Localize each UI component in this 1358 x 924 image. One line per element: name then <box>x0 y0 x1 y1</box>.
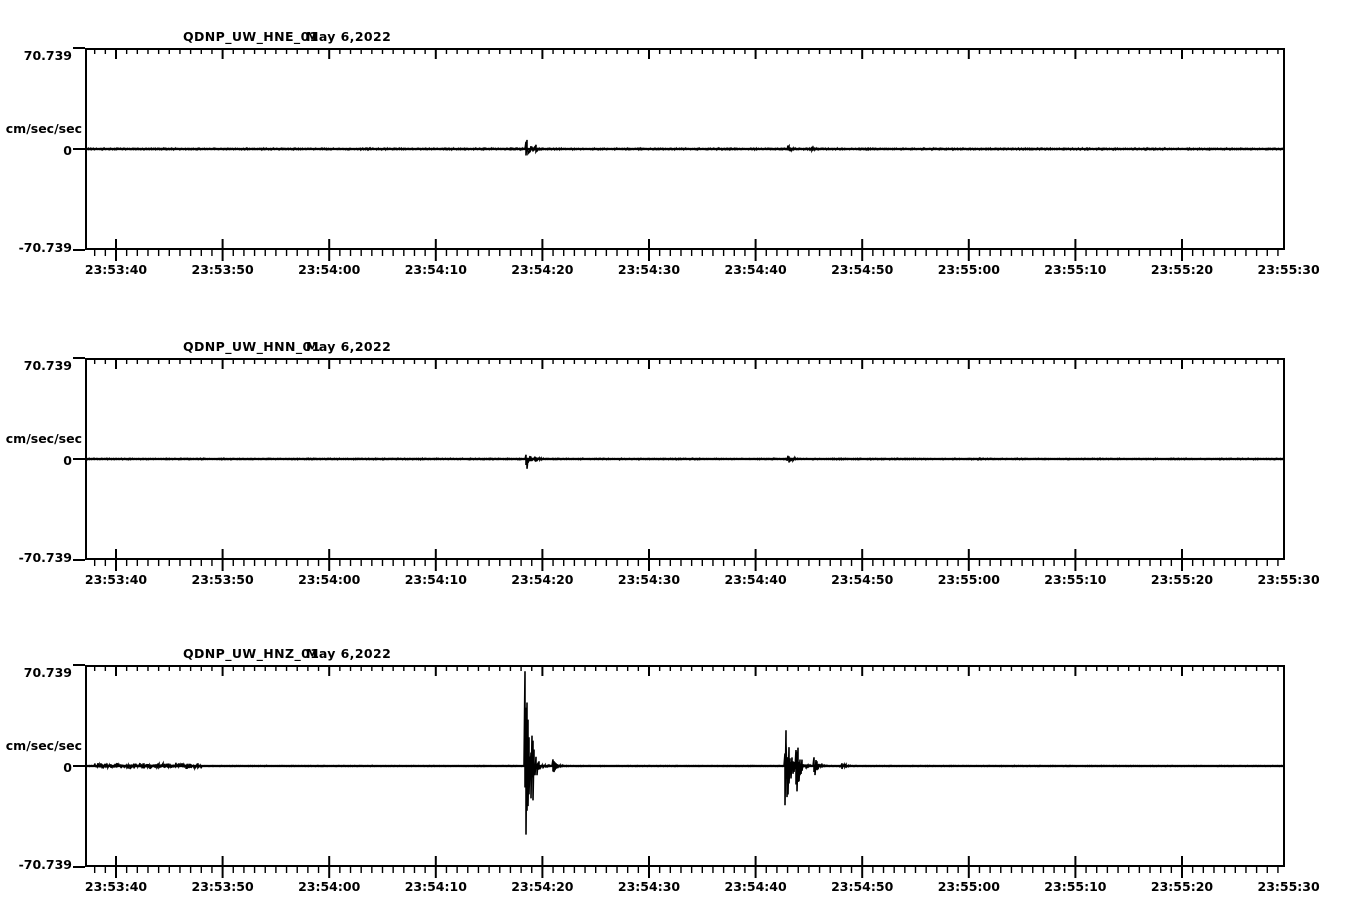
x-axis-tick-label: 23:55:20 <box>1150 262 1214 277</box>
x-axis-tick-label: 23:54:10 <box>404 572 467 587</box>
x-axis-tick-label: 23:55:10 <box>1044 572 1107 587</box>
panel-title-hnz: QDNP_UW_HNZ_01 <box>183 646 320 661</box>
x-axis-tick-label: 23:54:20 <box>511 572 574 587</box>
waveform-trace-hnz <box>87 671 1283 835</box>
panel-title-hnn: QDNP_UW_HNN_01 <box>183 339 321 354</box>
y-axis-max-label-hnn: 70.739 <box>23 358 72 373</box>
x-axis-tick-label: 23:54:10 <box>404 262 467 277</box>
y-axis-max-label-hnz: 70.739 <box>23 665 72 680</box>
x-axis-tick-label: 23:54:30 <box>617 879 681 894</box>
x-axis-tick-label: 23:53:40 <box>84 879 148 894</box>
x-axis-tick-label: 23:55:30 <box>1257 572 1320 587</box>
x-axis-tick-label: 23:54:50 <box>831 262 894 277</box>
x-axis-tick-label: 23:54:00 <box>298 572 361 587</box>
x-axis-tick-label: 23:54:40 <box>724 879 787 894</box>
x-axis-tick-label: 23:53:40 <box>84 572 148 587</box>
x-axis-tick-label: 23:55:00 <box>937 262 1000 277</box>
x-axis-tick-label: 23:53:40 <box>84 262 148 277</box>
y-axis-min-label-hne: -70.739 <box>18 240 72 255</box>
panel-date-hnz: May 6,2022 <box>306 646 392 661</box>
x-axis-tick-label: 23:54:30 <box>617 572 681 587</box>
x-axis-tick-label: 23:54:20 <box>511 879 574 894</box>
y-axis-units-label-hnn: cm/sec/sec <box>5 431 82 446</box>
x-axis-tick-label: 23:54:00 <box>298 262 361 277</box>
x-axis-tick-label: 23:54:50 <box>831 572 894 587</box>
y-axis-max-label-hne: 70.739 <box>23 48 72 63</box>
panel-date-hnn: May 6,2022 <box>306 339 392 354</box>
x-axis-tick-label: 23:54:10 <box>404 879 467 894</box>
x-axis-tick-label: 23:53:50 <box>191 572 254 587</box>
x-axis-tick-label: 23:55:30 <box>1257 262 1320 277</box>
x-axis-tick-label: 23:55:10 <box>1044 879 1107 894</box>
seismogram-panel-hnz: QDNP_UW_HNZ_01 May 6,2022 70.739 cm/sec/… <box>0 617 1358 917</box>
x-axis-tick-label: 23:55:20 <box>1150 572 1214 587</box>
y-axis-min-label-hnz: -70.739 <box>18 857 72 872</box>
x-axis-tick-label: 23:55:00 <box>937 572 1000 587</box>
x-axis-tick-label: 23:54:20 <box>511 262 574 277</box>
x-axis-tick-label: 23:53:50 <box>191 262 254 277</box>
y-axis-zero-label-hnz: 0 <box>63 760 72 775</box>
panel-title-hne: QDNP_UW_HNE_01 <box>183 29 319 44</box>
seismogram-panel-hnn: QDNP_UW_HNN_01 May 6,2022 70.739 cm/sec/… <box>0 310 1358 610</box>
x-axis-tick-label: 23:54:40 <box>724 572 787 587</box>
x-axis-tick-label: 23:54:40 <box>724 262 787 277</box>
y-axis-min-label-hnn: -70.739 <box>18 550 72 565</box>
waveform-trace-hnn <box>87 454 1283 469</box>
x-axis-tick-label: 23:54:00 <box>298 879 361 894</box>
y-axis-units-label-hne: cm/sec/sec <box>5 121 82 136</box>
waveform-trace-hne <box>87 139 1283 156</box>
y-axis-units-label-hnz: cm/sec/sec <box>5 738 82 753</box>
x-axis-tick-label: 23:54:30 <box>617 262 681 277</box>
x-axis-tick-label: 23:55:00 <box>937 879 1000 894</box>
x-axis-tick-label: 23:55:10 <box>1044 262 1107 277</box>
x-axis-tick-label: 23:55:20 <box>1150 879 1214 894</box>
x-axis-tick-label: 23:54:50 <box>831 879 894 894</box>
panel-date-hne: May 6,2022 <box>306 29 392 44</box>
y-axis-zero-label-hnn: 0 <box>63 453 72 468</box>
x-axis-tick-label: 23:55:30 <box>1257 879 1320 894</box>
y-axis-zero-label-hne: 0 <box>63 143 72 158</box>
x-axis-tick-label: 23:53:50 <box>191 879 254 894</box>
seismogram-panel-hne: QDNP_UW_HNE_01 May 6,2022 70.739 cm/sec/… <box>0 0 1358 300</box>
